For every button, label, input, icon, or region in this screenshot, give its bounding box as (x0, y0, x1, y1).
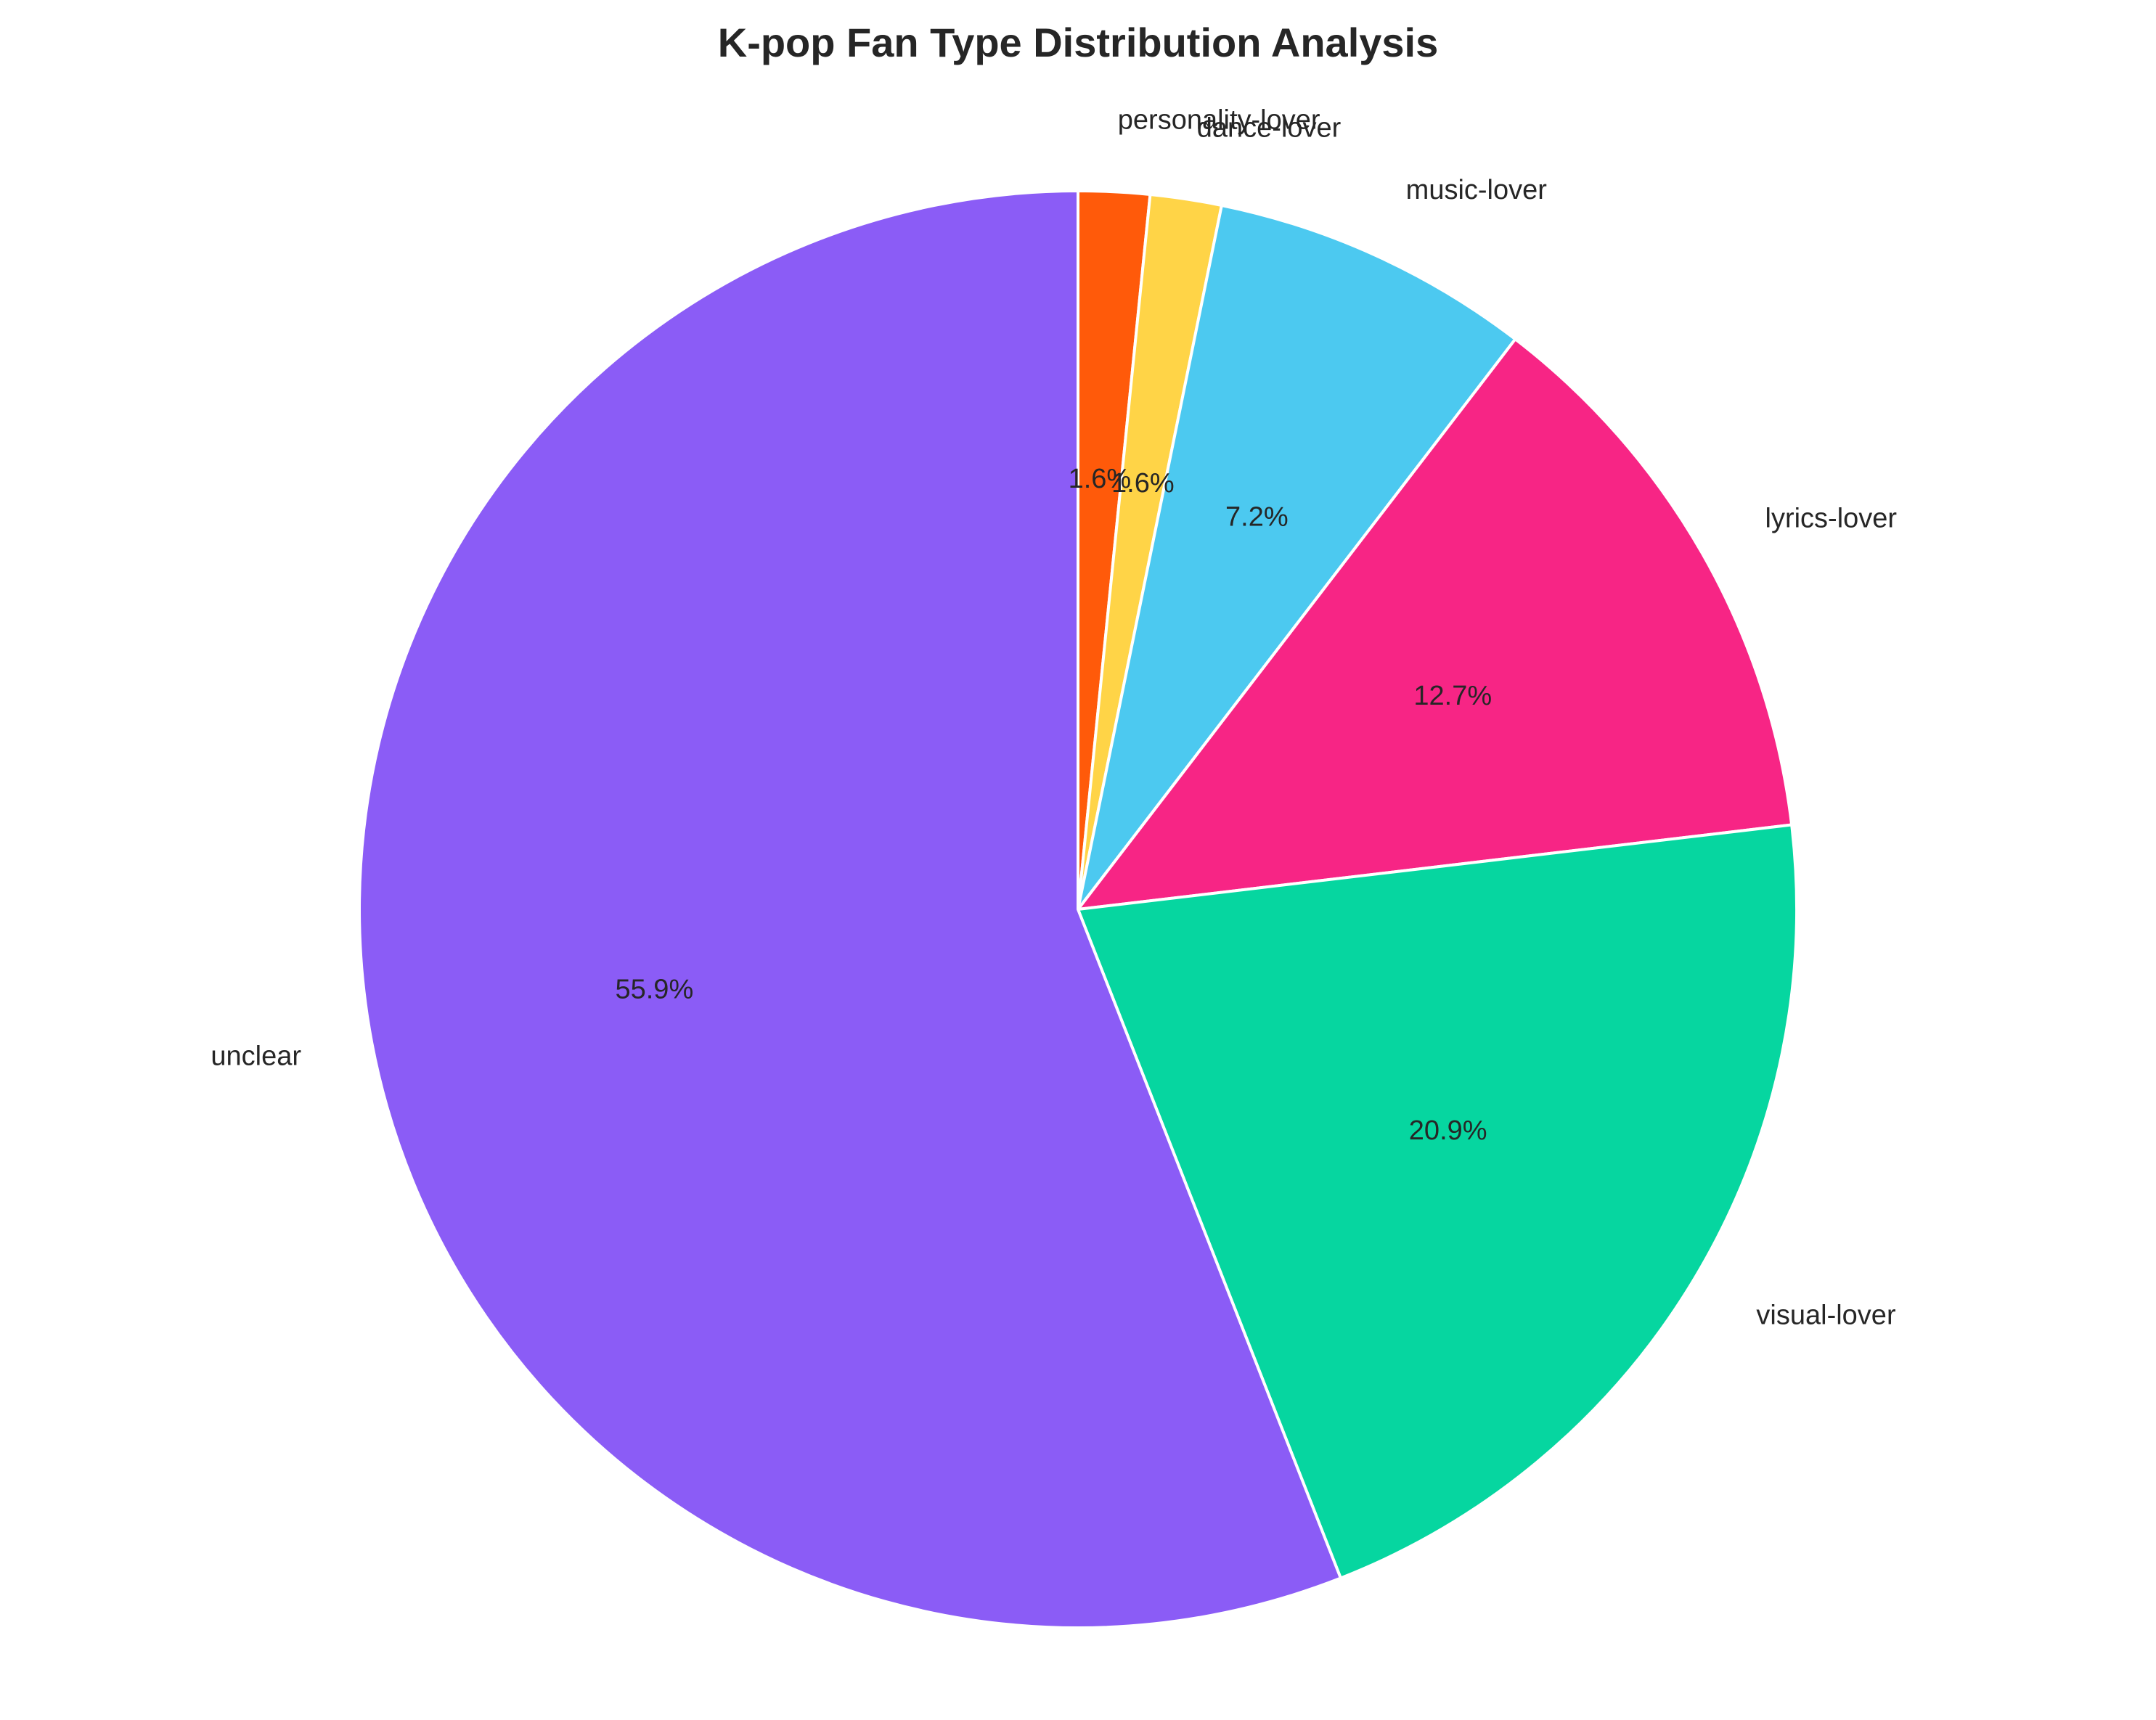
pie-slice-unclear (358, 189, 1342, 1629)
pct-label-personality-lover: 1.6% (1069, 464, 1132, 494)
slice-label-lyrics-lover: lyrics-lover (1765, 503, 1898, 533)
pct-label-music-lover: 7.2% (1225, 502, 1289, 533)
slice-label-personality-lover: personality-lover (1118, 105, 1320, 135)
pct-label-unclear: 55.9% (615, 974, 693, 1004)
slice-label-unclear: unclear (211, 1041, 301, 1072)
pct-label-lyrics-lover: 12.7% (1413, 681, 1492, 711)
slice-label-dance-lover: dance-lover (1197, 112, 1342, 143)
pct-label-visual-lover: 20.9% (1409, 1115, 1487, 1146)
pie-slice-music-lover (1077, 203, 1517, 911)
slice-label-visual-lover: visual-lover (1756, 1300, 1896, 1330)
slice-label-music-lover: music-lover (1406, 175, 1548, 205)
pie-slices (358, 189, 1798, 1629)
chart-title: K-pop Fan Type Distribution Analysis (718, 20, 1439, 65)
pct-label-dance-lover: 1.6% (1111, 468, 1175, 499)
pie-percent-labels: 1.6%1.6% 7.2% 12.7% 20.9% 55.9% (615, 464, 1492, 1146)
pie-slice-visual-lover (1077, 823, 1798, 1580)
pie-slice-lyrics-lover (1077, 337, 1794, 911)
